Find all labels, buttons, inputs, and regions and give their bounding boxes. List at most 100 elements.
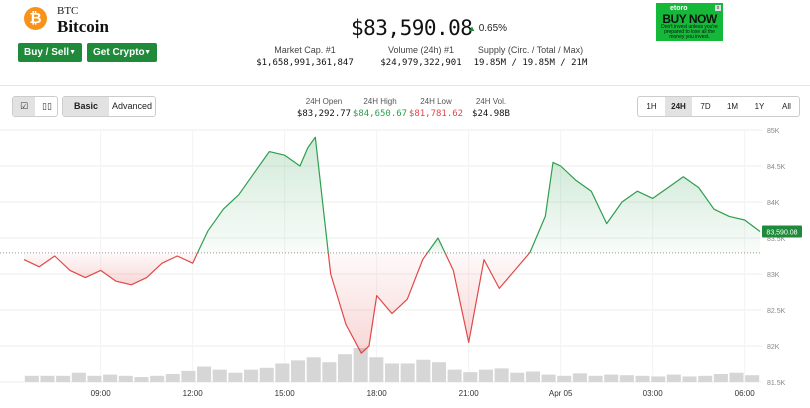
- volume-bar: [557, 375, 572, 382]
- ad-cta: BUY NOW: [662, 12, 717, 26]
- volume-bar: [291, 360, 306, 382]
- volume-bar: [604, 374, 619, 382]
- volume-label: Volume (24h) #1: [387, 45, 455, 55]
- area-below-open: [328, 252, 428, 354]
- volume-bar: [369, 357, 384, 382]
- volume-bar: [619, 375, 634, 382]
- volume-bar: [698, 375, 713, 382]
- y-tick-label: 82.5K: [767, 308, 786, 315]
- volume-bar: [134, 377, 149, 382]
- range-1h[interactable]: 1H: [646, 102, 657, 111]
- volume-bar: [353, 348, 368, 382]
- buy-sell-label: Buy / Sell: [24, 47, 70, 58]
- ad-disclaimer: Don't invest unless you're prepared to l…: [661, 24, 718, 40]
- volume-bar: [40, 375, 55, 382]
- y-tick-label: 84K: [767, 200, 780, 207]
- volume-bar: [666, 374, 681, 382]
- volume-24h-value: $24.98B: [472, 109, 510, 119]
- volume-bar: [71, 372, 86, 382]
- x-tick-label: 12:00: [183, 389, 204, 398]
- candlestick-icon[interactable]: ▯▯: [42, 101, 52, 111]
- range-1y[interactable]: 1Y: [754, 102, 765, 111]
- volume-bar: [197, 366, 212, 382]
- current-price: $83,590.08: [351, 16, 473, 40]
- market-cap-label: Market Cap. #1: [274, 45, 336, 55]
- range-1m[interactable]: 1M: [726, 102, 739, 111]
- volume-bar: [510, 372, 525, 382]
- volume-bar: [463, 372, 478, 382]
- volume-bar: [337, 354, 353, 382]
- volume-bar: [416, 359, 431, 382]
- close-icon[interactable]: x: [715, 5, 721, 11]
- coin-name: Bitcoin: [57, 17, 109, 36]
- area-below-open: [24, 252, 198, 285]
- price-chart[interactable]: 85K 84.5K 84K 83.5K 83K 82.5K 82K 81.5K 09:00 12…: [0, 122, 810, 408]
- volume-bar: [525, 371, 540, 382]
- x-axis: 09:00 12:00 15:00 18:00 21:00 Apr 05 03:00 06:0…: [91, 389, 756, 398]
- y-tick-label: 83K: [767, 272, 780, 279]
- btc-logo-icon: ₿: [24, 7, 47, 30]
- chart-type-toggle: ☑ ▯▯: [12, 96, 58, 117]
- volume-bar: [165, 373, 180, 382]
- line-below-open: [23, 252, 199, 286]
- volume-bar: [713, 373, 728, 382]
- get-crypto-button[interactable]: Get Crypto ▼: [87, 43, 157, 62]
- y-tick-label: 84.5K: [767, 164, 786, 171]
- get-crypto-label: Get Crypto: [93, 47, 145, 58]
- line-above-open: [426, 237, 446, 254]
- y-tick-label: 83.5K: [767, 236, 786, 243]
- current-price-tag: 83,590.08: [762, 225, 802, 238]
- area-above-open: [529, 162, 760, 253]
- basic-button[interactable]: Basic: [63, 97, 109, 116]
- volume-bar: [56, 375, 71, 382]
- chevron-down-icon: ▼: [69, 49, 76, 56]
- volume-bar: [118, 375, 133, 382]
- range-all[interactable]: All: [782, 102, 791, 111]
- open-value: $83,292.77: [296, 109, 352, 119]
- y-axis: 85K 84.5K 84K 83.5K 83K 82.5K 82K 81.5K: [767, 128, 786, 387]
- volume-bar: [745, 375, 760, 382]
- volume-24h-label: 24H Vol.: [475, 97, 507, 106]
- chevron-down-icon: ▼: [144, 49, 151, 56]
- high-label: 24H High: [363, 97, 397, 106]
- range-24h[interactable]: 24H: [665, 97, 692, 116]
- area-above-open: [197, 137, 329, 253]
- volume-bar: [103, 374, 118, 382]
- x-tick-label: Apr 05: [549, 389, 573, 398]
- price-area: [24, 137, 760, 354]
- volume-bar: [635, 375, 650, 382]
- volume-bar: [588, 375, 603, 382]
- supply-value: 19.85M / 19.85M / 21M: [473, 58, 588, 68]
- header-divider: [0, 85, 810, 86]
- line-chart-icon[interactable]: ☑: [13, 97, 35, 116]
- volume-bar: [87, 375, 102, 382]
- volume-bar: [447, 369, 462, 382]
- x-tick-label: 18:00: [367, 389, 388, 398]
- line-above-open: [196, 136, 329, 254]
- volume-bar: [431, 362, 447, 382]
- volume-bar: [24, 375, 39, 382]
- volume-bar: [306, 357, 321, 382]
- volume-bar: [541, 374, 556, 382]
- volume-bar: [275, 363, 290, 382]
- advanced-button[interactable]: Advanced: [111, 101, 153, 111]
- price-tag-box: [762, 225, 802, 238]
- volume-bar: [400, 363, 415, 382]
- volume-bars: [24, 348, 760, 382]
- volume-bar: [228, 372, 243, 382]
- volume-bar: [384, 363, 400, 382]
- low-value: $81,781.62: [408, 109, 464, 119]
- time-range-selector: 1H 24H 7D 1M 1Y All: [637, 96, 800, 117]
- x-tick-label: 09:00: [91, 389, 112, 398]
- volume-bar: [244, 369, 259, 382]
- volume-bar: [259, 367, 274, 382]
- buy-sell-button[interactable]: Buy / Sell ▼: [18, 43, 82, 62]
- volume-bar: [181, 370, 196, 382]
- etoro-ad-banner[interactable]: etoro x BUY NOW Don't invest unless you'…: [656, 3, 723, 41]
- supply-label: Supply (Circ. / Total / Max): [477, 45, 584, 55]
- volume-bar: [494, 368, 509, 382]
- range-7d[interactable]: 7D: [700, 102, 711, 111]
- coin-ticker: BTC: [57, 5, 79, 17]
- volume-bar: [478, 369, 493, 382]
- market-cap-value: $1,658,991,361,847: [256, 58, 354, 68]
